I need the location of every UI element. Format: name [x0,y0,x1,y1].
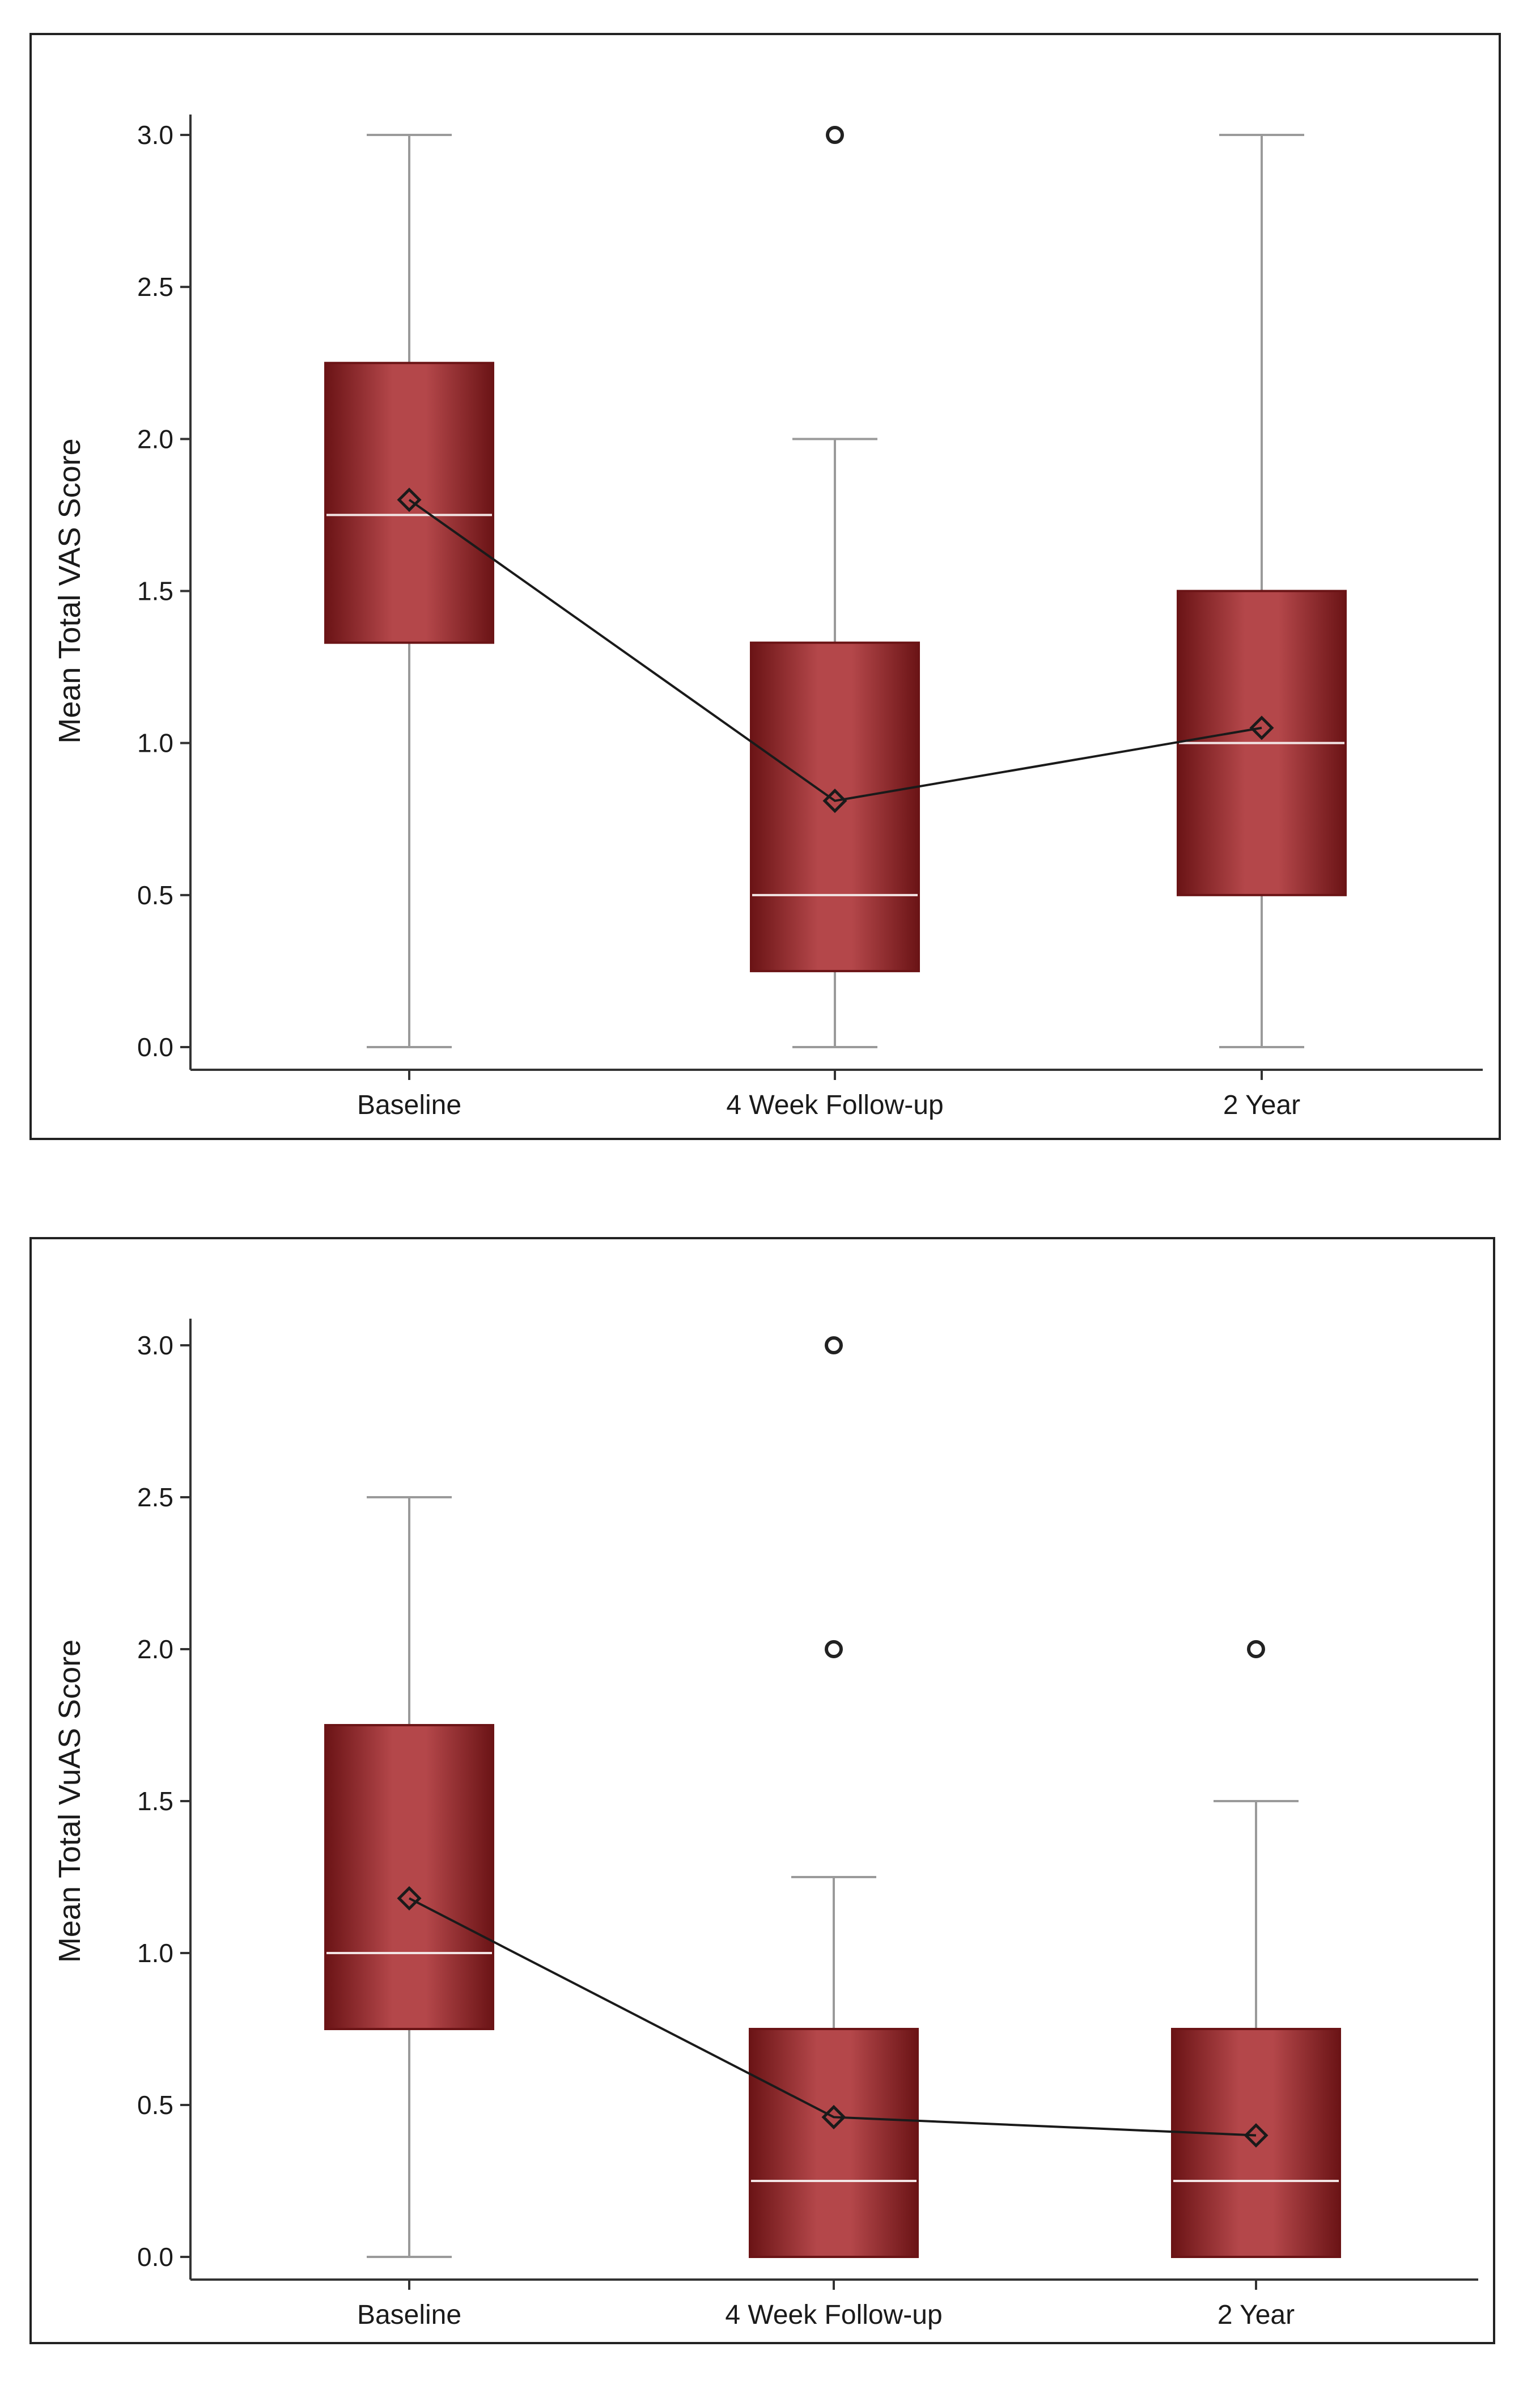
x-category-label: 2 Year [1223,1090,1300,1120]
outlier-point [826,126,844,144]
y-tick-label: 2.0 [137,1634,173,1664]
box-iqr [749,2028,919,2258]
chart-panel-vuas: 0.0 0.5 1.0 1.5 2.0 2.5 3.0 Mean Total VuAS Sco… [29,1237,1495,2344]
x-category-label: Baseline [357,2300,461,2330]
outlier-point [1247,1640,1265,1658]
mean-connect-line [408,498,1262,802]
box-group [1177,134,1347,1048]
x-category-label: 2 Year [1217,2300,1295,2330]
y-tick-label: 2.5 [137,272,173,302]
mean-marker [1249,715,1274,740]
mean-marker [822,789,847,814]
x-category-label: 4 Week Follow-up [725,2300,942,2330]
box-group [749,1336,919,2258]
mean-marker [1244,2123,1269,2148]
y-tick-label: 0.5 [137,2090,173,2120]
box-group [324,134,494,1048]
box-iqr [750,641,920,972]
box-iqr [324,362,494,644]
x-category-label: Baseline [357,1090,461,1120]
chart-vuas: 0.0 0.5 1.0 1.5 2.0 2.5 3.0 Mean Total VuAS Sco… [53,1319,1478,2330]
chart-panel-vas: 0.0 0.5 1.0 1.5 2.0 2.5 3.0 Mean Total VAS Scor… [29,33,1501,1140]
y-axis-title: Mean Total VAS Score [53,438,87,743]
y-axis-title: Mean Total VuAS Score [53,1640,87,1963]
y-tick-label: 3.0 [137,120,173,150]
y-tick-label: 1.0 [137,728,173,758]
x-category-label: 4 Week Follow-up [726,1090,943,1120]
chart-vas: 0.0 0.5 1.0 1.5 2.0 2.5 3.0 Mean Total VAS Scor… [53,115,1483,1120]
y-tick-label: 2.0 [137,424,173,454]
y-tick-label: 1.5 [137,1786,173,1816]
box-iqr [324,1724,494,2030]
box-group [1171,1640,1341,2258]
y-tick-label: 3.0 [137,1331,173,1360]
mean-marker [821,2104,846,2129]
box-group [324,1496,494,2258]
y-tick-label: 2.5 [137,1482,173,1512]
y-tick-label: 0.0 [137,1032,173,1062]
mean-marker [397,488,422,512]
outlier-point [825,1336,843,1354]
mean-connect-line [409,1897,1257,2137]
outlier-point [825,1640,843,1658]
y-tick-label: 1.0 [137,1938,173,1968]
y-tick-label: 0.5 [137,880,173,910]
box-group [750,126,920,1048]
mean-marker [397,1886,422,1911]
y-tick-label: 1.5 [137,577,173,606]
y-tick-label: 0.0 [137,2242,173,2272]
box-iqr [1171,2028,1341,2258]
